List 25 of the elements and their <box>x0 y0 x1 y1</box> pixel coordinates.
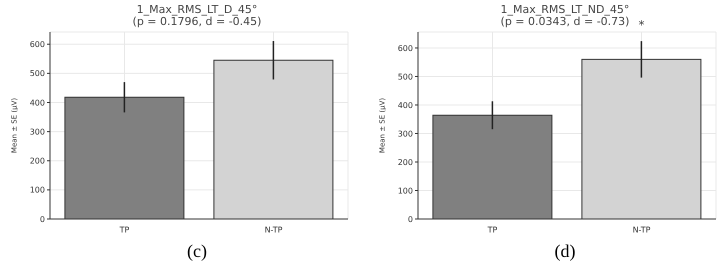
y-tick-label: 0 <box>40 214 45 224</box>
y-tick-label: 600 <box>30 40 45 50</box>
chart-title: 1_Max_RMS_LT_ND_45° <box>500 3 630 16</box>
x-tick-label: TP <box>486 226 498 235</box>
y-tick-label: 300 <box>398 129 413 138</box>
y-tick-label: 500 <box>30 69 45 78</box>
y-tick-label: 600 <box>398 44 413 53</box>
y-tick-label: 500 <box>398 72 413 82</box>
x-tick-label: TP <box>118 226 130 235</box>
y-tick-label: 100 <box>398 186 413 196</box>
y-tick-label: 300 <box>30 127 45 136</box>
y-tick-label: 400 <box>398 100 413 110</box>
text: (d) <box>554 241 576 262</box>
y-tick-label: 100 <box>30 186 45 195</box>
x-tick-label: N-TP <box>632 226 651 235</box>
x-tick-label: N-TP <box>264 226 283 235</box>
y-tick-label: 0 <box>408 214 413 224</box>
chart-subtitle: (p = 0.0343, d = -0.73) <box>500 15 630 28</box>
chart-subtitle: (p = 0.1796, d = -0.45) <box>132 15 262 28</box>
significance-mark: * <box>638 18 646 32</box>
y-tick-label: 200 <box>30 156 45 166</box>
text: (c) <box>186 241 208 262</box>
y-tick-label: 400 <box>30 98 45 108</box>
y-tick-label: 200 <box>398 158 413 167</box>
chart-title: 1_Max_RMS_LT_D_45° <box>136 3 258 16</box>
